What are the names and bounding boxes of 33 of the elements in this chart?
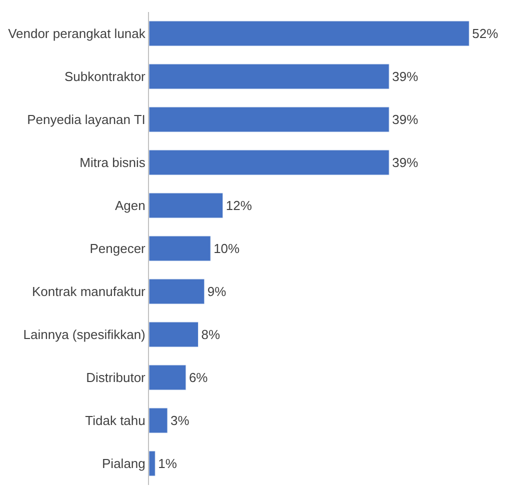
y-tick-label: Subkontraktor [64, 69, 146, 84]
bar [149, 408, 168, 434]
y-tick-label: Tidak tahu [85, 413, 146, 428]
data-label: 39% [392, 112, 419, 127]
bar [149, 364, 186, 390]
data-label: 1% [158, 456, 178, 471]
bar [149, 236, 211, 262]
y-tick-label: Pialang [102, 456, 146, 472]
y-tick-label: Kontrak manufaktur [32, 284, 146, 300]
bar [149, 150, 390, 176]
data-label: 8% [201, 327, 220, 342]
bar [149, 20, 470, 46]
data-label: 39% [392, 69, 419, 84]
y-tick-label: Mitra bisnis [80, 155, 146, 170]
y-tick-label: Distributor [86, 370, 146, 386]
bar [149, 322, 198, 348]
data-label: 12% [226, 198, 252, 213]
bar [149, 450, 156, 476]
bar [149, 64, 390, 90]
data-label: 10% [214, 241, 240, 256]
y-tick-label: Lainnya (spesifikkan) [23, 327, 146, 342]
bar [149, 106, 390, 132]
data-label: 6% [188, 370, 208, 385]
y-tick-label: Agen [115, 198, 146, 214]
bar [149, 192, 224, 218]
bar [149, 278, 205, 304]
y-tick-label: Penyedia layanan TI [27, 112, 146, 128]
data-label: 39% [392, 155, 419, 170]
y-tick-label: Pengecer [90, 241, 146, 256]
data-label: 3% [170, 413, 190, 428]
y-tick-label: Vendor perangkat lunak [8, 26, 146, 42]
data-label: 52% [472, 26, 499, 41]
data-label: 9% [207, 284, 227, 299]
